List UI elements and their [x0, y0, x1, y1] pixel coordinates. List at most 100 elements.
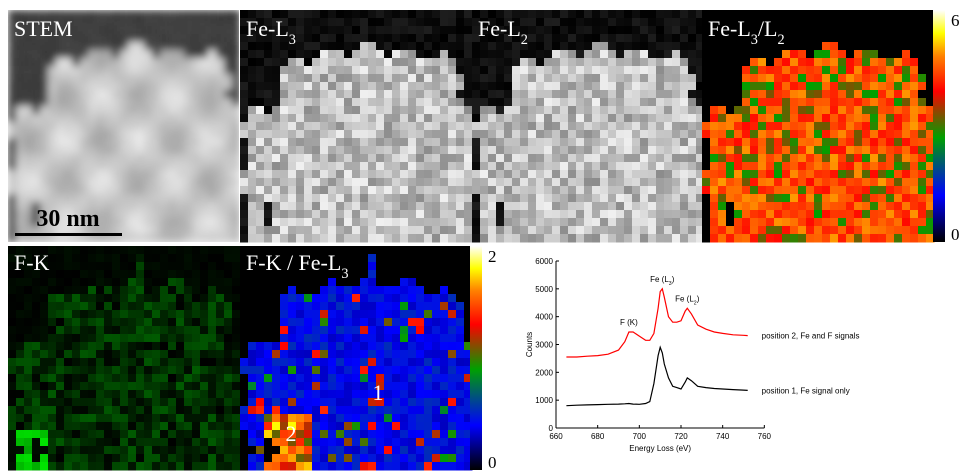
pixel	[376, 254, 385, 263]
pixel	[408, 130, 417, 139]
pixel	[766, 138, 775, 147]
pixel	[200, 218, 209, 227]
pixel	[448, 178, 457, 187]
pixel	[144, 74, 153, 83]
pixel	[656, 138, 665, 147]
pixel	[344, 210, 353, 219]
pixel	[416, 390, 425, 399]
pixel	[560, 18, 569, 27]
pixel	[878, 178, 887, 187]
pixel	[894, 66, 903, 75]
pixel	[88, 170, 97, 179]
pixel	[264, 122, 273, 131]
pixel	[24, 462, 33, 471]
pixel	[400, 234, 409, 243]
pixel	[240, 114, 249, 123]
pixel	[200, 374, 209, 383]
pixel	[144, 374, 153, 383]
pixel	[758, 162, 767, 171]
pixel	[838, 50, 847, 59]
pixel	[846, 114, 855, 123]
pixel	[408, 318, 417, 327]
pixel	[96, 454, 105, 463]
pixel	[688, 74, 697, 83]
pixel	[120, 114, 129, 123]
pixel	[726, 178, 735, 187]
pixel	[878, 162, 887, 171]
pixel	[208, 202, 217, 211]
pixel	[104, 366, 113, 375]
pixel	[822, 58, 831, 67]
pixel	[624, 26, 633, 35]
pixel	[648, 178, 657, 187]
pixel	[536, 202, 545, 211]
pixel	[360, 138, 369, 147]
pixel	[702, 66, 711, 75]
pixel	[120, 262, 129, 271]
pixel	[144, 318, 153, 327]
pixel	[894, 50, 903, 59]
pixel	[624, 122, 633, 131]
pixel	[40, 302, 49, 311]
pixel	[432, 194, 441, 203]
pixel	[112, 146, 121, 155]
pixel	[376, 446, 385, 455]
pixel	[96, 334, 105, 343]
pixel	[24, 74, 33, 83]
pixel	[88, 422, 97, 431]
pixel	[790, 146, 799, 155]
pixel	[456, 286, 465, 295]
pixel	[688, 130, 697, 139]
pixel	[72, 374, 81, 383]
pixel	[72, 430, 81, 439]
pixel	[40, 66, 49, 75]
pixel	[632, 34, 641, 43]
pixel	[184, 278, 193, 287]
pixel	[782, 202, 791, 211]
pixel	[862, 178, 871, 187]
pixel	[208, 262, 217, 271]
pixel	[392, 186, 401, 195]
pixel	[208, 82, 217, 91]
pixel	[128, 462, 137, 471]
pixel	[168, 194, 177, 203]
pixel	[192, 210, 201, 219]
pixel	[798, 138, 807, 147]
pixel	[216, 446, 225, 455]
pixel	[168, 226, 177, 235]
pixel	[328, 210, 337, 219]
pixel	[136, 246, 145, 255]
pixel	[64, 430, 73, 439]
pixel	[528, 154, 537, 163]
pixel	[608, 146, 617, 155]
pixel	[8, 334, 17, 343]
pixel	[718, 162, 727, 171]
pixel	[176, 430, 185, 439]
pixel	[216, 154, 225, 163]
pixel	[152, 74, 161, 83]
pixel	[152, 430, 161, 439]
pixel	[56, 90, 65, 99]
pixel	[790, 18, 799, 27]
pixel	[616, 122, 625, 131]
pixel	[8, 146, 17, 155]
pixel	[360, 390, 369, 399]
pixel	[448, 302, 457, 311]
pixel	[112, 122, 121, 131]
pixel	[56, 350, 65, 359]
pixel	[886, 178, 895, 187]
pixel	[80, 34, 89, 43]
pixel	[672, 34, 681, 43]
pixel	[608, 186, 617, 195]
pixel	[240, 218, 249, 227]
pixel	[640, 90, 649, 99]
pixel	[750, 218, 759, 227]
pixel	[200, 406, 209, 415]
pixel	[742, 146, 751, 155]
pixel	[104, 382, 113, 391]
pixel	[440, 66, 449, 75]
pixel	[528, 90, 537, 99]
pixel	[336, 114, 345, 123]
pixel	[168, 414, 177, 423]
pixel	[432, 26, 441, 35]
